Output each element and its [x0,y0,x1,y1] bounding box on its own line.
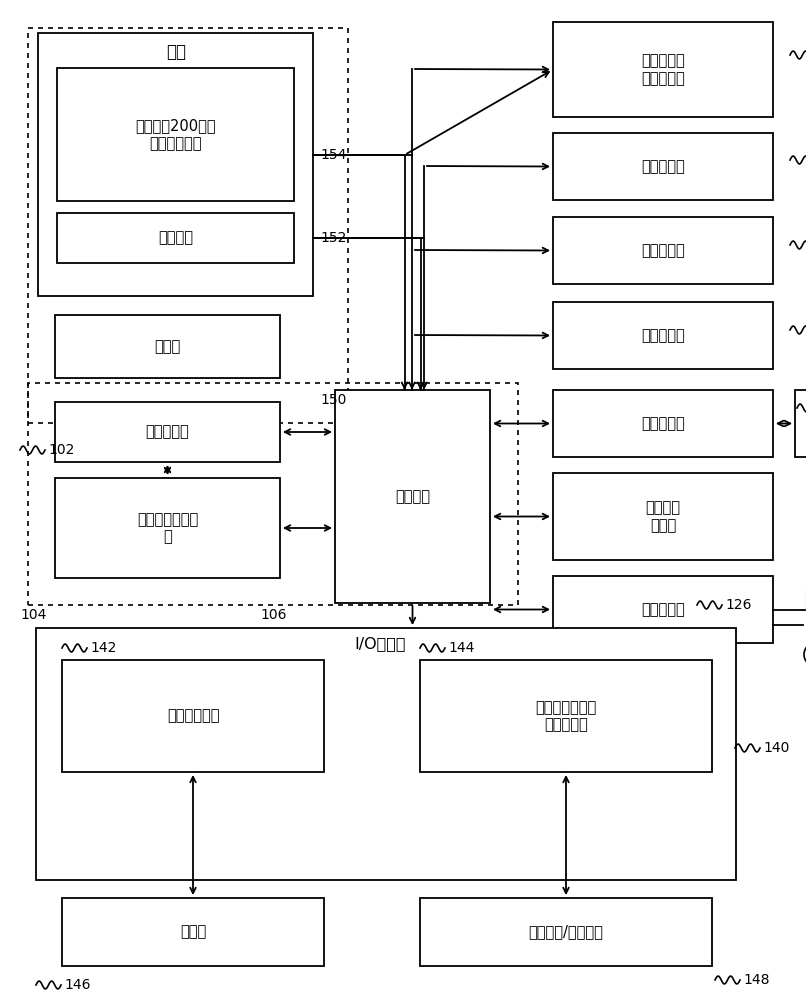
Bar [28,383,518,605]
Bar [420,660,712,772]
Text: I/O子系统: I/O子系统 [355,637,405,652]
Text: 142: 142 [90,641,116,655]
Text: 其他输入/控制设备: 其他输入/控制设备 [529,924,604,940]
Text: 相机子系统: 相机子系统 [641,416,685,431]
Bar [553,217,773,284]
Bar [553,576,773,643]
Bar [38,33,313,296]
Text: 148: 148 [743,973,770,987]
Bar [335,390,490,603]
Text: 一个或多个
其他传感器: 一个或多个 其他传感器 [641,53,685,86]
Circle shape [804,643,806,666]
Text: 光线传感器: 光线传感器 [641,243,685,258]
Text: 运动传感器: 运动传感器 [641,159,685,174]
Text: 146: 146 [64,978,90,992]
Bar [62,660,324,772]
Text: 104: 104 [20,608,47,622]
Text: 150: 150 [320,393,347,407]
Text: 触摸屏控制器: 触摸屏控制器 [167,708,219,724]
Text: 执行方法200的一
个或多个程序: 执行方法200的一 个或多个程序 [135,118,216,151]
Bar [420,898,712,966]
Bar [57,213,294,263]
Bar [553,390,773,457]
Bar [62,898,324,966]
Bar [553,133,773,200]
Text: 操作系统: 操作系统 [158,231,193,245]
Text: 140: 140 [763,741,789,755]
Text: 102: 102 [48,443,74,457]
Text: 152: 152 [320,231,347,245]
Bar [36,628,736,880]
Text: 无线通信
子系统: 无线通信 子系统 [646,500,680,533]
Bar [553,22,773,117]
Text: 154: 154 [320,148,347,162]
Bar [55,315,280,378]
Text: 存储器接口: 存储器接口 [146,424,189,440]
Bar [553,473,773,560]
Bar [795,390,806,457]
Text: 一个或多个其他
输入控制器: 一个或多个其他 输入控制器 [535,700,596,732]
Text: 距离传感器: 距离传感器 [641,328,685,343]
Bar [28,28,348,423]
Text: 音频子系统: 音频子系统 [641,602,685,617]
Text: 存储器: 存储器 [155,339,181,354]
Bar [553,302,773,369]
Text: 触摸屏: 触摸屏 [180,924,206,940]
Text: 外围接口: 外围接口 [395,489,430,504]
Bar [57,68,294,201]
Text: 126: 126 [725,598,751,612]
Bar [55,402,280,462]
Bar [55,478,280,578]
Text: 一个或多个处理
器: 一个或多个处理 器 [137,512,198,544]
Text: 144: 144 [448,641,475,655]
Text: 106: 106 [260,608,286,622]
Text: 应用: 应用 [166,43,186,61]
